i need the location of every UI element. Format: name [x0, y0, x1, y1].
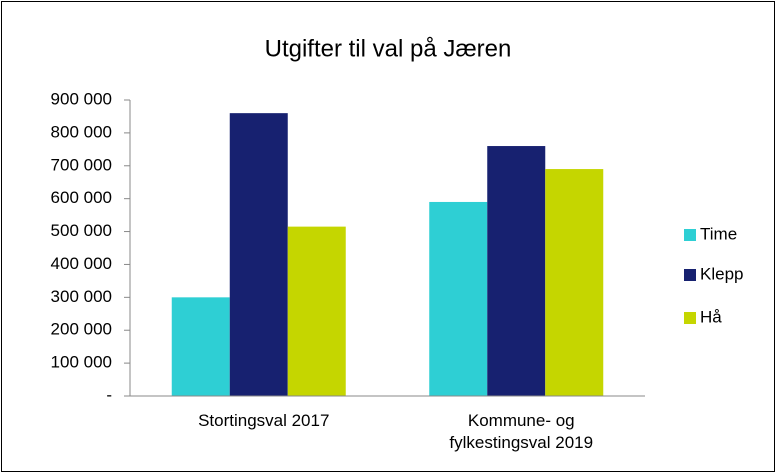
legend-swatch — [684, 312, 696, 324]
bar — [545, 169, 604, 396]
legend-swatch — [684, 229, 696, 241]
legend-swatch — [684, 269, 696, 281]
bar — [487, 146, 546, 396]
y-tick-label: - — [106, 385, 112, 404]
chart-title: Utgifter til val på Jæren — [265, 35, 512, 62]
y-tick-label: 500 000 — [51, 221, 112, 240]
legend-label: Hå — [700, 307, 722, 326]
y-tick-label: 900 000 — [51, 89, 112, 108]
y-tick-label: 700 000 — [51, 155, 112, 174]
y-tick-label: 300 000 — [51, 287, 112, 306]
legend-label: Klepp — [700, 264, 743, 283]
bar — [429, 201, 488, 396]
y-tick-label: 400 000 — [51, 254, 112, 273]
y-tick-label: 800 000 — [51, 122, 112, 141]
x-tick-label: Stortingsval 2017 — [198, 411, 330, 430]
y-tick-label: 100 000 — [51, 353, 112, 372]
bar — [287, 226, 346, 396]
y-tick-label: 200 000 — [51, 320, 112, 339]
bar — [229, 113, 288, 397]
x-tick-label: Kommune- og fylkestingsval 2019 — [449, 411, 594, 452]
y-tick-label: 600 000 — [51, 188, 112, 207]
legend-label: Time — [700, 224, 737, 243]
bar — [171, 297, 230, 396]
